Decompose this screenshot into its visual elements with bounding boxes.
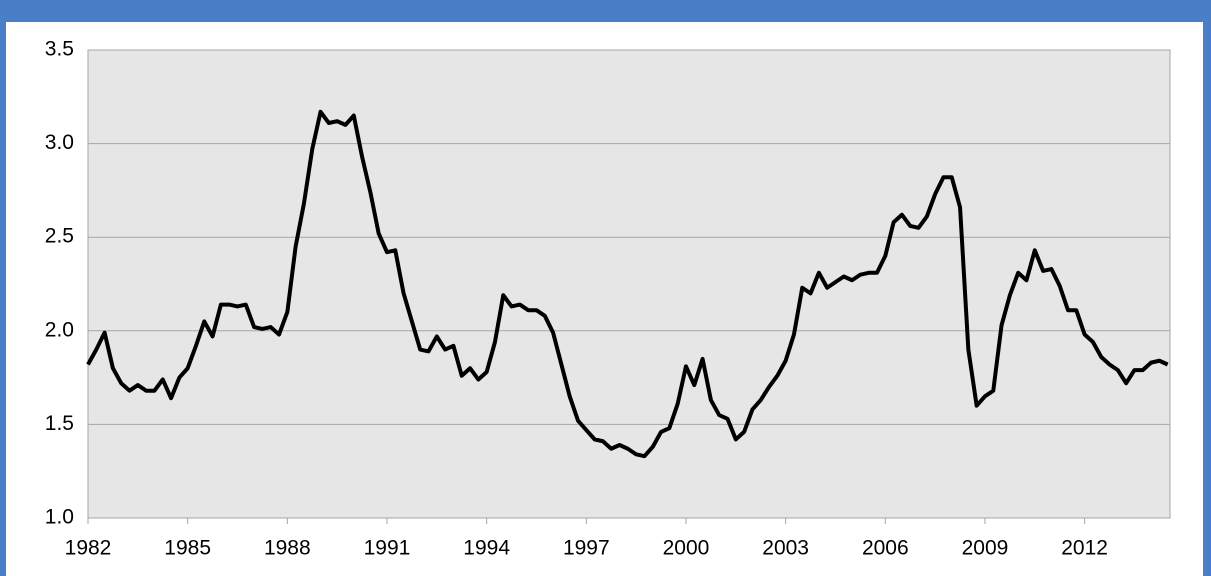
y-tick-label: 3.0 xyxy=(45,131,74,154)
x-tick-label: 2009 xyxy=(962,537,1009,560)
x-tick-label: 2012 xyxy=(1061,537,1108,560)
y-tick-label: 3.5 xyxy=(45,38,74,61)
data-line xyxy=(86,109,1169,459)
x-tick-label: 2003 xyxy=(762,537,809,560)
x-tick-label: 1982 xyxy=(65,537,112,560)
y-tick-label: 1.5 xyxy=(45,412,74,435)
y-tick-label: 1.0 xyxy=(45,506,74,529)
x-tick-label: 1988 xyxy=(264,537,311,560)
x-tick-label: 1991 xyxy=(364,537,411,560)
x-tick-label: 1985 xyxy=(164,537,211,560)
x-tick-label: 1997 xyxy=(563,537,610,560)
x-tick-label: 1994 xyxy=(463,537,510,560)
x-tick-label: 2006 xyxy=(862,537,909,560)
y-tick-label: 2.0 xyxy=(45,318,74,341)
plot-area xyxy=(87,49,1171,519)
x-tick-label: 2000 xyxy=(663,537,710,560)
y-tick-label: 2.5 xyxy=(45,225,74,248)
